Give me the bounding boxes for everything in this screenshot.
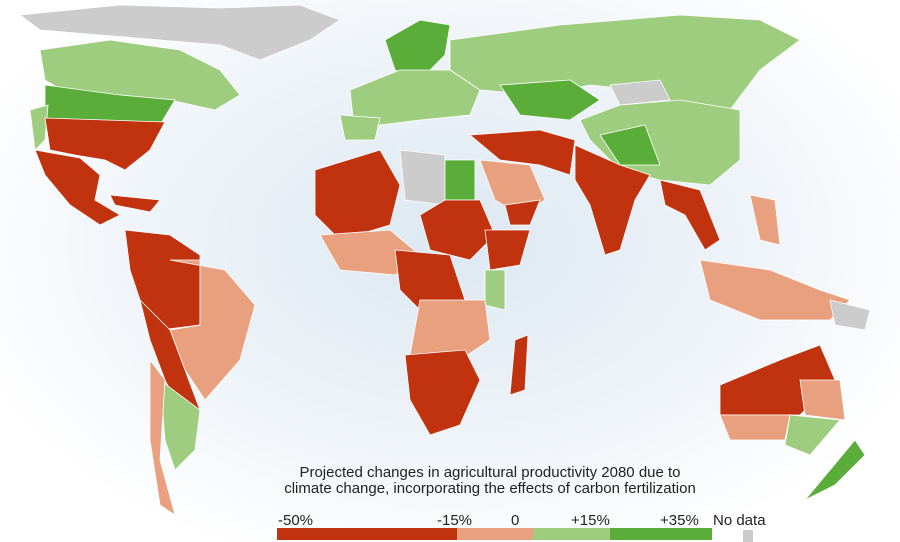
region-australia-south <box>719 414 791 441</box>
region-australia-southeast <box>784 414 841 456</box>
legend-swatch-no-data <box>743 530 753 542</box>
legend-label-minus15: -15% <box>437 512 473 529</box>
region-sudan <box>419 199 496 261</box>
region-madagascar <box>509 334 529 396</box>
region-libya <box>399 149 446 206</box>
region-southeast-asia <box>659 179 721 251</box>
region-caribbean <box>109 194 161 213</box>
region-indonesia <box>699 259 851 321</box>
legend-label-minus50: -50% <box>278 512 314 529</box>
region-greenland <box>18 4 341 61</box>
region-china-south <box>599 124 661 166</box>
region-north-africa <box>314 149 401 241</box>
region-australia-east <box>799 379 846 421</box>
legend-label-zero: 0 <box>511 512 520 529</box>
region-east-africa <box>409 299 491 361</box>
legend-label-plus15: +15% <box>571 512 610 529</box>
region-india <box>574 144 651 256</box>
region-iberia <box>339 114 381 141</box>
region-usa <box>44 117 166 171</box>
legend-swatch-strong-loss <box>277 528 457 540</box>
legend-label-plus35: +35% <box>660 512 699 529</box>
region-southern-africa <box>404 349 481 436</box>
region-mexico <box>34 149 121 226</box>
region-kenya <box>484 269 506 311</box>
legend-title: Projected changes in agricultural produc… <box>284 464 696 497</box>
region-egypt <box>444 159 476 201</box>
region-south-america-north <box>124 229 201 331</box>
region-argentina <box>159 379 201 471</box>
region-kazakhstan <box>499 79 601 121</box>
region-brazil <box>169 259 256 401</box>
legend-label-no-data: No data <box>713 512 766 529</box>
region-chile <box>149 358 176 516</box>
region-philippines <box>749 194 781 246</box>
region-mongolia <box>609 79 671 106</box>
region-us-west <box>29 104 49 151</box>
region-ethiopia <box>484 229 531 271</box>
region-new-zealand <box>804 439 866 501</box>
region-middle-east <box>468 129 576 176</box>
region-yemen <box>504 199 541 226</box>
legend-swatch-loss <box>457 528 533 540</box>
region-papua <box>829 299 871 331</box>
legend-swatch-gain <box>533 528 610 540</box>
region-scandinavia <box>384 19 451 81</box>
legend-swatch-strong-gain <box>610 528 712 540</box>
